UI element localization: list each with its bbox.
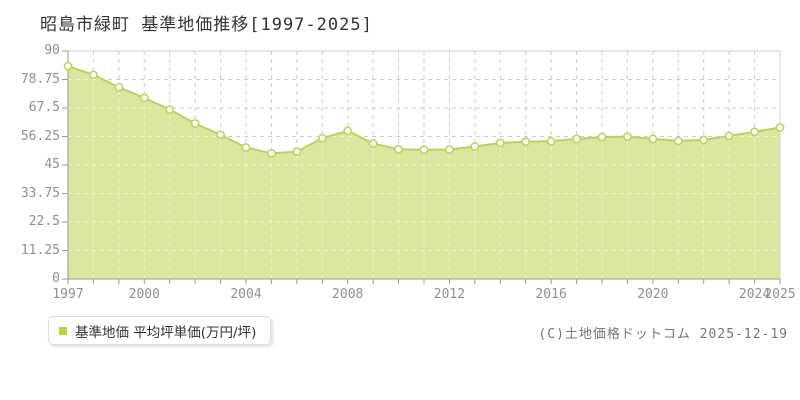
data-point-marker [394,144,403,154]
y-axis-label: 22.5 [28,214,60,229]
data-point-marker [495,138,505,148]
data-point-marker [343,126,353,136]
data-point-marker [165,105,175,114]
y-axis-label: 56.25 [20,128,60,144]
data-point-marker [775,123,785,132]
data-point-marker [597,132,607,142]
x-axis-label: 1997 [52,287,84,302]
data-point-marker [673,136,683,146]
data-point-marker [419,145,429,155]
x-axis-label: 2012 [433,287,466,302]
data-point-marker [521,137,531,147]
data-point-marker [572,134,581,144]
x-axis-label: 2016 [535,287,567,302]
data-point-marker [623,132,632,142]
data-point-marker [216,130,225,140]
x-axis-label: 2004 [230,287,262,302]
x-axis-label: 2025 [764,287,796,302]
data-point-marker [139,93,149,103]
data-point-marker [699,135,709,145]
data-point-marker [190,119,200,128]
data-point-marker [267,148,276,158]
y-axis-label: 45 [44,157,60,172]
y-axis-label: 33.75 [20,185,60,201]
data-point-marker [445,145,454,154]
chart-title: 昭島市緑町 基準地価推移[1997-2025] [40,15,373,35]
legend-swatch-icon [59,326,67,335]
data-point-marker [648,134,658,144]
y-axis-label: 90 [44,43,60,58]
copyright-text: (C)土地価格ドットコム 2025-12-19 [538,327,788,342]
data-point-marker [292,147,302,156]
x-axis-label: 2020 [637,287,669,302]
legend: 基準地価 平均坪単価(万円/坪) [48,316,272,345]
x-axis-label: 2008 [332,287,364,302]
y-axis-label: 78.75 [20,71,60,87]
data-point-marker [114,82,124,92]
data-point-marker [546,136,556,146]
data-point-marker [317,133,327,143]
y-axis-label: 0 [52,271,60,286]
x-axis-label: 2000 [128,287,160,302]
data-point-marker [89,70,98,80]
data-point-marker [63,61,73,71]
data-point-marker [241,143,251,152]
y-axis-label: 67.5 [28,100,60,115]
data-point-marker [724,131,734,141]
data-point-marker [750,127,759,137]
x-axis-label: 2024 [738,287,771,302]
y-axis-label: 11.25 [20,242,60,258]
data-point-marker [368,139,378,148]
legend-label: 基準地価 平均坪単価(万円/坪) [75,324,257,341]
data-point-marker [470,142,480,151]
